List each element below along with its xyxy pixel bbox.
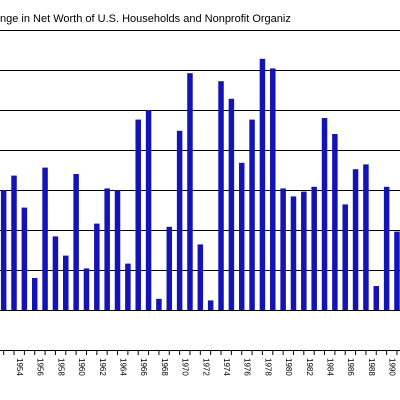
- x-tick-label: 1966: [139, 358, 148, 376]
- bar-1984: [321, 118, 328, 310]
- x-tick-label: 1976: [243, 358, 252, 376]
- bar-1981: [290, 196, 297, 310]
- bar-1972: [197, 244, 204, 310]
- x-tick-label: 1988: [367, 358, 376, 376]
- chart-title: nge in Net Worth of U.S. Households and …: [0, 13, 291, 25]
- bar-1974: [218, 81, 224, 310]
- x-tick-label: 1954: [15, 358, 24, 376]
- bar-1979: [270, 68, 276, 311]
- bars: [0, 58, 400, 311]
- bar-1986: [342, 204, 348, 310]
- bar-1965: [125, 263, 131, 310]
- x-tick-label: 1980: [284, 358, 293, 376]
- bar-1988: [363, 164, 369, 310]
- bar-1963: [104, 188, 110, 310]
- bar-1985: [332, 134, 338, 310]
- bar-1973: [207, 300, 214, 310]
- bar-1956: [31, 278, 38, 310]
- bar-1967: [145, 110, 152, 310]
- x-tick-label: 1970: [181, 358, 190, 376]
- x-tick-label: 1968: [160, 358, 169, 376]
- bar-1978: [259, 58, 266, 310]
- bar-1975: [228, 98, 235, 310]
- bar-1957: [42, 167, 48, 310]
- x-tick-label: 1964: [119, 358, 128, 376]
- bar-1976: [238, 162, 245, 310]
- bar-1960: [73, 174, 79, 310]
- bar-1969: [166, 226, 173, 310]
- bar-1970: [176, 130, 183, 310]
- bar-1966: [135, 119, 141, 310]
- bar-1958: [52, 236, 59, 310]
- bar-1987: [352, 169, 359, 310]
- x-axis-ticks: 1954 1956 1958 1960 1962 1964 1966 1968 1970 1972…: [3, 350, 398, 376]
- x-tick-label: 1958: [56, 358, 65, 376]
- x-tick-label: 1972: [201, 358, 210, 376]
- x-tick-label: 1984: [326, 358, 335, 376]
- x-tick-label: 1978: [263, 358, 272, 376]
- bar-1990: [383, 186, 390, 310]
- bar-1953: [0, 190, 7, 310]
- x-tick-label: 1982: [305, 358, 314, 376]
- x-tick-label: 1962: [98, 358, 107, 376]
- x-tick-label: 1956: [36, 358, 45, 376]
- bar-1959: [63, 255, 69, 310]
- x-tick-label: 1986: [346, 358, 355, 376]
- bar-1971: [187, 73, 193, 310]
- bar-1983: [311, 186, 317, 310]
- x-tick-label: 1960: [77, 358, 86, 376]
- bar-1968: [156, 298, 162, 310]
- bar-1982: [301, 191, 307, 310]
- x-tick-label: 1990: [388, 358, 397, 376]
- x-tick-label: 1974: [222, 358, 231, 376]
- bar-1991: [394, 231, 400, 310]
- bar-1989: [373, 286, 380, 310]
- bar-1955: [21, 207, 28, 310]
- bar-1962: [94, 223, 100, 310]
- bar-1954: [11, 175, 17, 310]
- bar-1964: [114, 190, 121, 310]
- bar-1961: [83, 268, 90, 310]
- bar-1977: [249, 119, 255, 310]
- bar-1980: [280, 188, 286, 310]
